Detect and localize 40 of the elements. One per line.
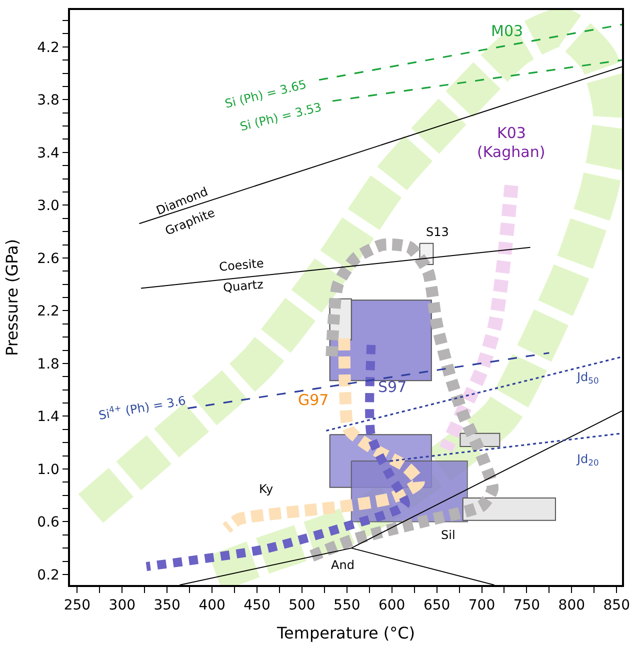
y-axis-title: Pressure (GPa) [2, 238, 22, 356]
annotation: Si$^{4+}$ (Ph) = 3.6 [97, 391, 187, 423]
y-tick-label: 0.6 [37, 514, 60, 531]
y-tick-label: 0.2 [37, 567, 60, 584]
annotation: Coesite [218, 256, 264, 274]
x-tick-label: 700 [468, 598, 496, 614]
annotation: Ky [259, 482, 274, 496]
annotation: (Kaghan) [477, 143, 546, 161]
annotation: Jd$_{50}$ [576, 370, 599, 386]
x-tick-label: 800 [558, 598, 586, 614]
y-tick-label: 3.8 [37, 92, 60, 109]
x-tick-label: 750 [513, 598, 540, 614]
x-axis-title: Temperature (°C) [276, 624, 416, 643]
annotation: S97 [378, 378, 407, 396]
x-tick-label: 300 [108, 598, 136, 614]
x-tick-label: 350 [154, 598, 180, 614]
x-tick-label: 250 [64, 598, 91, 614]
x-tick-label: 600 [378, 598, 406, 614]
annotation: Sil [441, 528, 456, 542]
annotation: K03 [497, 124, 526, 142]
x-tick-label: 850 [603, 598, 630, 614]
y-tick-label: 1.4 [37, 409, 60, 426]
annotation: Jd$_{20}$ [576, 452, 599, 468]
x-tick-label: 550 [334, 598, 360, 614]
x-tick-label: 650 [423, 598, 450, 614]
y-tick-label: 3.0 [37, 198, 60, 214]
annotation: G97 [298, 391, 329, 409]
y-tick-label: 2.6 [37, 250, 60, 267]
x-tick-label: 400 [198, 598, 226, 614]
annotation: Quartz [222, 277, 264, 295]
x-tick-label: 500 [288, 598, 316, 614]
y-tick-label: 4.2 [37, 40, 60, 56]
y-tick-label: 2.2 [37, 304, 60, 320]
y-tick-label: 1.8 [37, 356, 60, 372]
y-tick-label: 1.0 [37, 462, 60, 478]
y-tick-label: 3.4 [37, 145, 60, 162]
annotation: S13 [426, 225, 449, 239]
annotation: And [331, 558, 354, 572]
annotation: M03 [491, 22, 524, 40]
x-tick-label: 450 [244, 598, 270, 614]
